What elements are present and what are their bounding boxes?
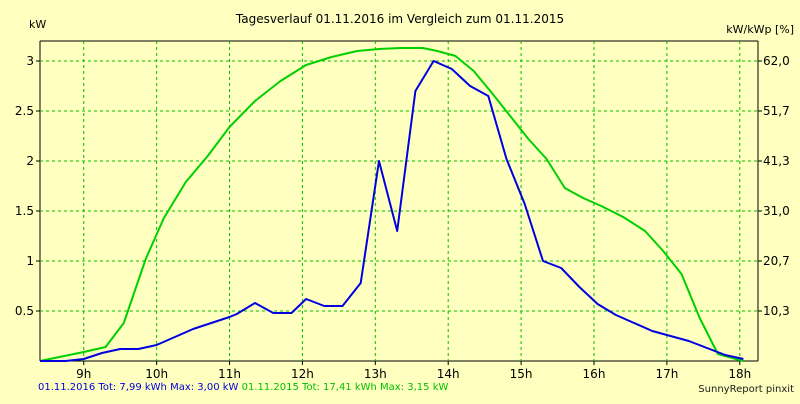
footer-2015-summary: 01.11.2015 Tot: 17,41 kWh Max: 3,15 kW [241,382,449,393]
x-tick-label: 10h [145,367,168,381]
x-tick-label: 18h [728,367,751,381]
chart-title: Tagesverlauf 01.11.2016 im Vergleich zum… [235,12,564,26]
x-tick-label: 16h [583,367,606,381]
x-tick-label: 15h [510,367,533,381]
y-tick-label-right: 62,0 [763,54,790,68]
series-line-01-11-2016 [40,60,744,362]
y-tick-label-left: 1 [26,254,34,268]
y-tick-label-left: 1.5 [15,204,34,218]
y-tick-label-left: 0.5 [15,304,34,318]
y-axis-label-right: kW/kWp [%] [726,23,794,36]
x-tick-label: 11h [218,367,241,381]
y-tick-label-right: 51,7 [763,104,790,118]
x-tick-label: 9h [76,367,91,381]
footer-2016-summary: 01.11.2016 Tot: 7,99 kWh Max: 3,00 kW [38,382,239,393]
y-tick-label-right: 41,3 [763,154,790,168]
credit-text: SunnyReport pinxit [698,384,794,395]
y-tick-label-right: 20,7 [763,254,790,268]
x-tick-label: 12h [291,367,314,381]
series-line-01-11-2015 [39,47,744,362]
y-tick-label-left: 3 [26,54,34,68]
y-axis-label-left: kW [29,18,46,31]
x-tick-label: 13h [364,367,387,381]
x-tick-label: 17h [655,367,678,381]
x-tick-label: 14h [437,367,460,381]
y-tick-label-left: 2 [26,154,34,168]
footer-summary: 01.11.2016 Tot: 7,99 kWh Max: 3,00 kW 01… [38,382,448,393]
y-tick-label-left: 2.5 [15,104,34,118]
y-tick-label-right: 31,0 [763,204,790,218]
y-tick-label-right: 10,3 [763,304,790,318]
